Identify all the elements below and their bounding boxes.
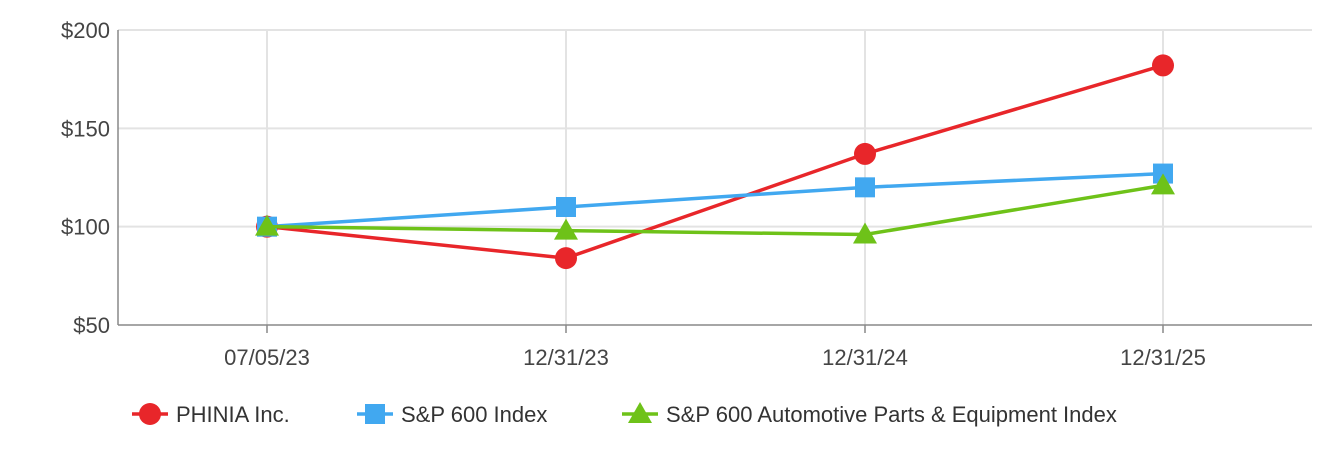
axes — [117, 30, 1312, 326]
y-axis-ticks: $50 $100 $150 $200 — [61, 18, 110, 338]
y-tick-label: $50 — [73, 313, 110, 338]
x-tick-label: 12/31/25 — [1120, 345, 1206, 370]
data-point-circle — [1152, 54, 1174, 77]
series-triangle — [255, 173, 1175, 244]
data-point-triangle — [255, 214, 279, 236]
x-axis-ticks: 07/05/23 12/31/23 12/31/24 12/31/25 — [224, 325, 1206, 370]
legend-item: S&P 600 Index — [357, 402, 547, 427]
x-tick-label: 12/31/23 — [523, 345, 609, 370]
data-point-circle — [854, 142, 876, 165]
legend-marker-circle — [139, 403, 161, 425]
legend: PHINIA Inc. S&P 600 Index S&P 600 Automoti… — [132, 402, 1117, 427]
legend-label: S&P 600 Index — [401, 402, 547, 427]
y-tick-label: $200 — [61, 18, 110, 43]
data-point-square — [556, 197, 576, 217]
x-tick-label: 07/05/23 — [224, 345, 310, 370]
legend-item: PHINIA Inc. — [132, 402, 290, 427]
series-line — [266, 171, 1164, 229]
legend-marker-triangle — [628, 402, 652, 423]
data-point-triangle — [1151, 173, 1175, 195]
legend-label: PHINIA Inc. — [176, 402, 290, 427]
series-line — [266, 183, 1164, 237]
legend-label: S&P 600 Automotive Parts & Equipment Ind… — [666, 402, 1117, 427]
data-point-square — [855, 177, 875, 198]
legend-item: S&P 600 Automotive Parts & Equipment Ind… — [622, 402, 1117, 427]
legend-marker-square — [365, 404, 385, 424]
data-point-circle — [555, 247, 577, 270]
series-circle — [256, 54, 1174, 270]
data-point-triangle — [853, 222, 877, 244]
data-point-triangle — [554, 218, 578, 240]
y-tick-label: $150 — [61, 116, 110, 141]
y-tick-label: $100 — [61, 215, 110, 240]
series-layer — [255, 54, 1175, 270]
series-line — [266, 63, 1164, 260]
x-tick-label: 12/31/24 — [822, 345, 908, 370]
